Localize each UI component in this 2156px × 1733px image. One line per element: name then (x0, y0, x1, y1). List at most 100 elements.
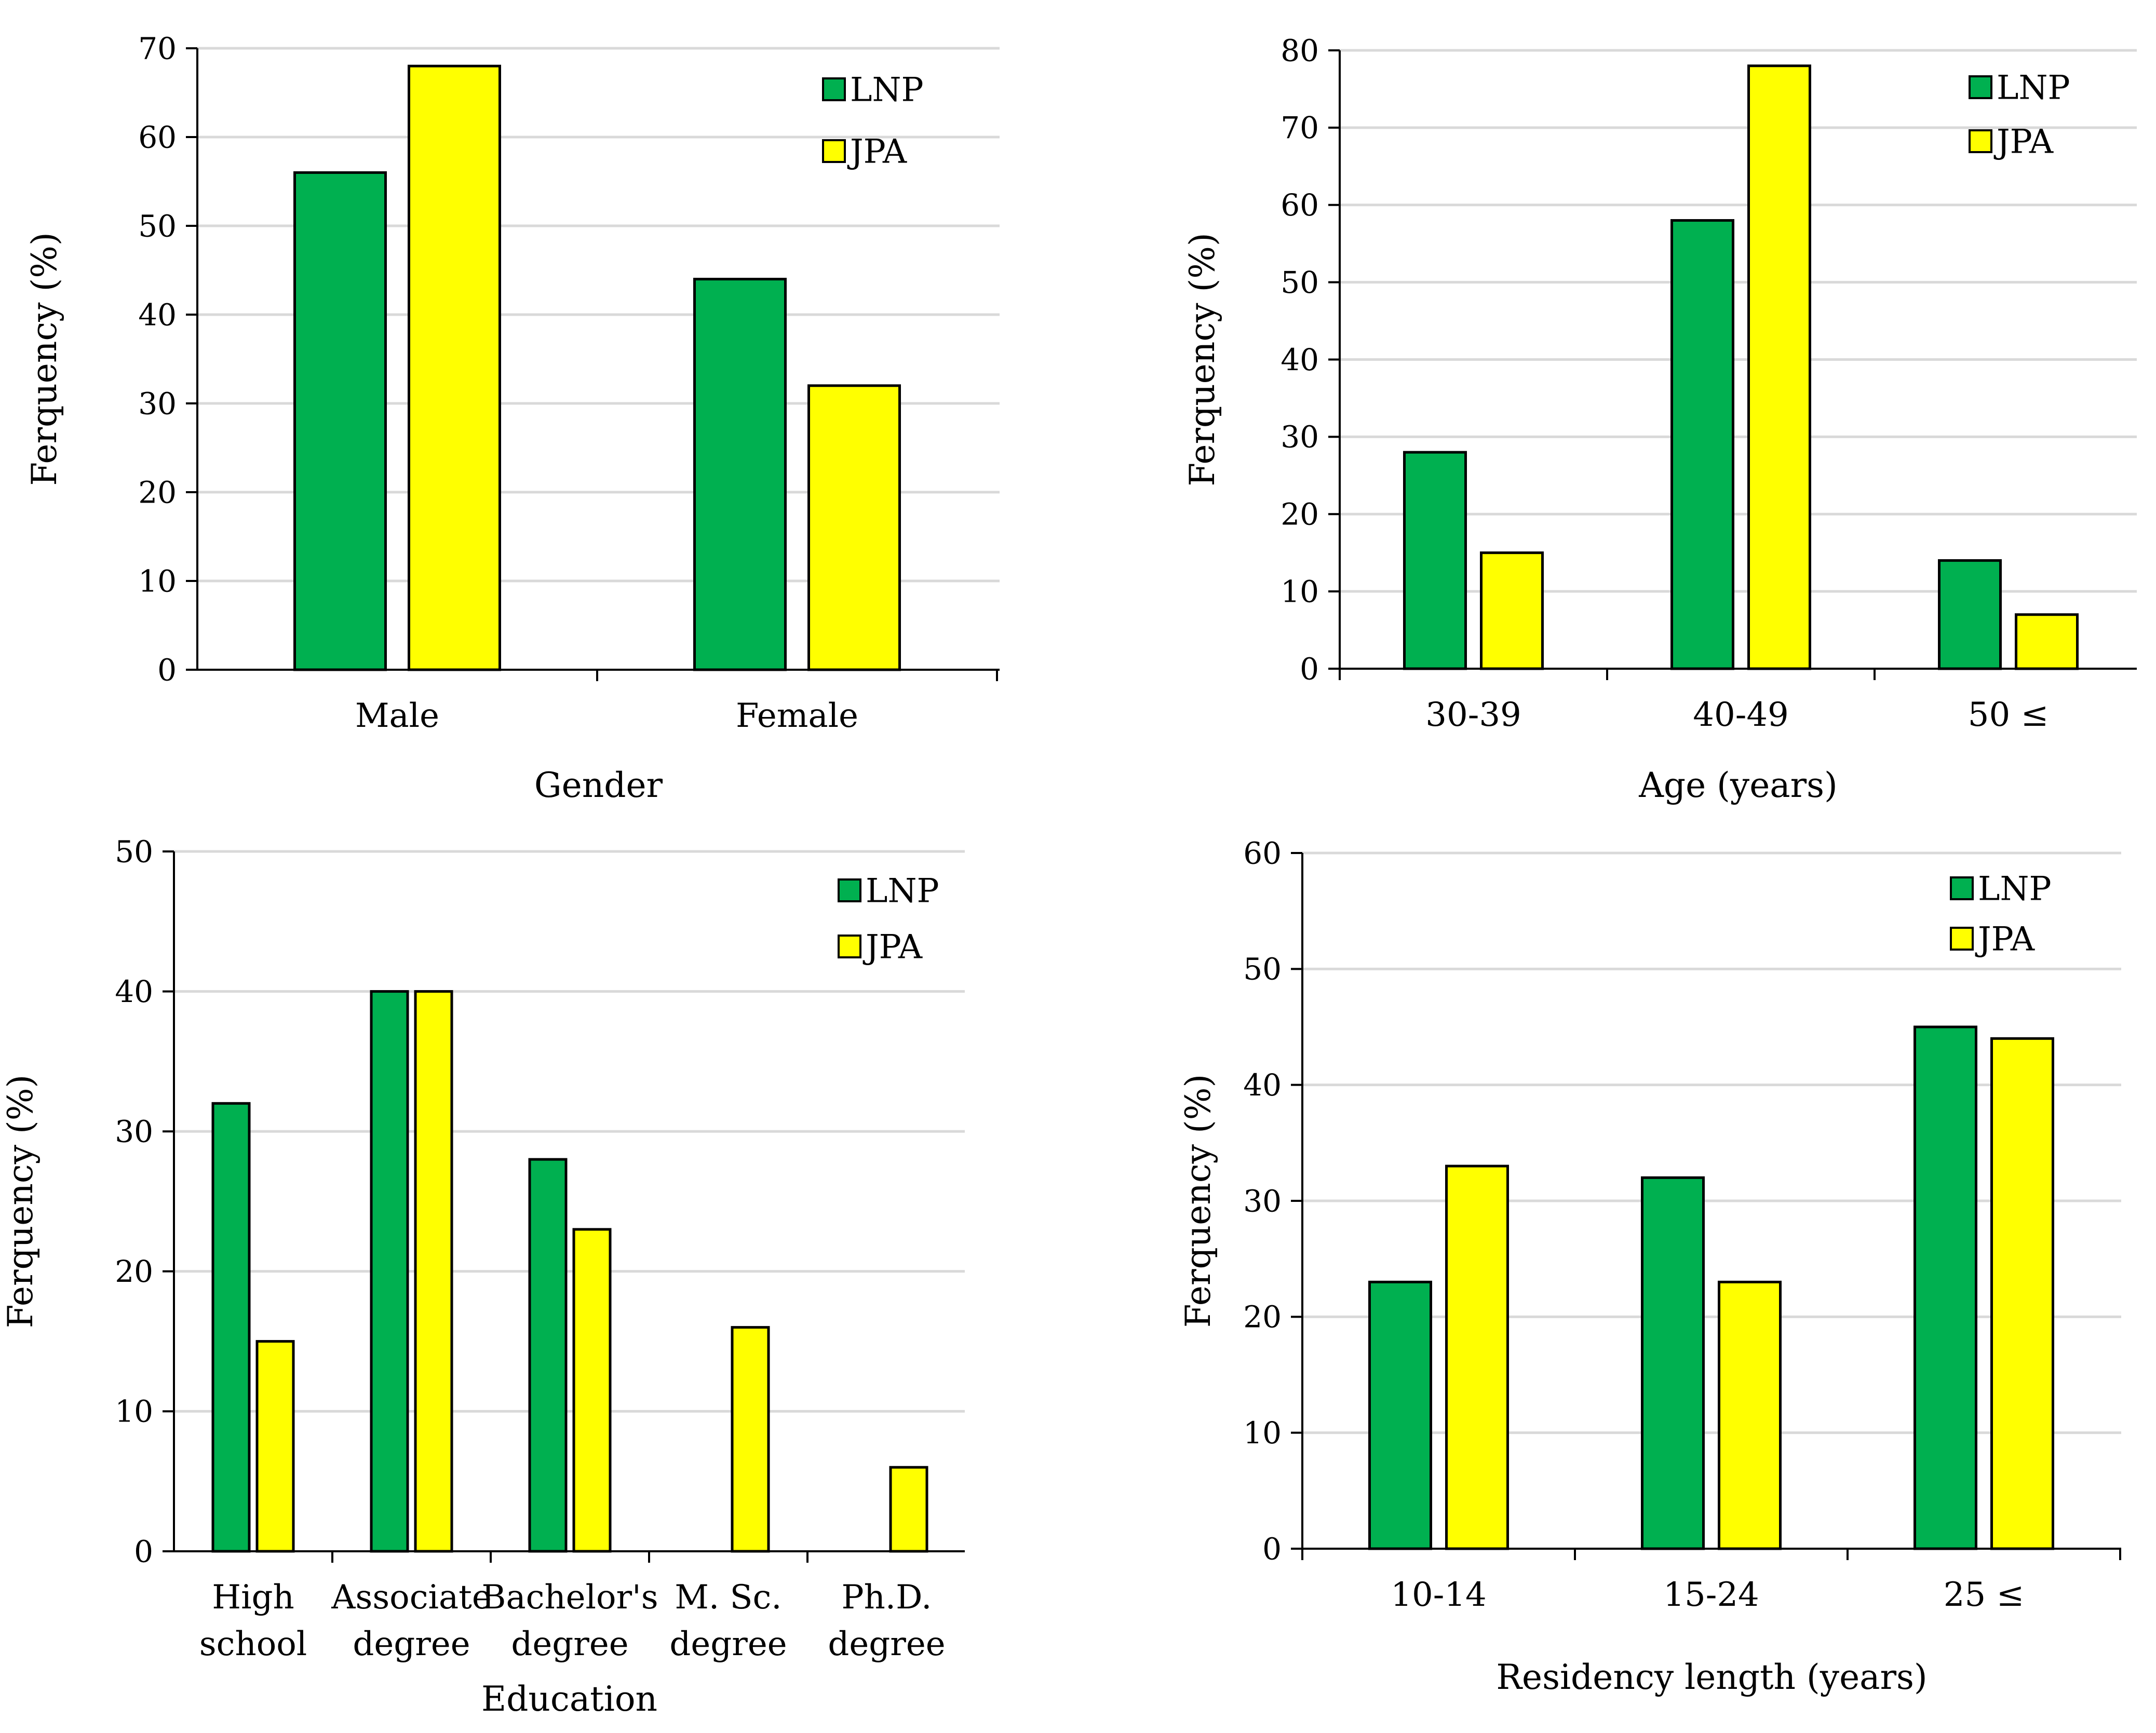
y-tick-label: 50 (1281, 265, 1319, 300)
legend-label-jpa: JPA (847, 132, 907, 171)
y-tick-label: 30 (138, 386, 177, 421)
x-tick-label: degree (828, 1625, 945, 1663)
y-tick-label: 10 (1243, 1415, 1282, 1451)
y-tick-label: 10 (115, 1394, 153, 1429)
y-axis-label: Ferquency (%) (24, 232, 64, 486)
x-tick-label: 40-49 (1693, 696, 1789, 734)
x-tick-label: degree (353, 1625, 470, 1663)
bar-jpa (255, 1340, 295, 1553)
y-tick-label: 20 (138, 475, 177, 510)
y-tick-label: 20 (1281, 497, 1319, 532)
y-tick-label: 60 (1243, 835, 1282, 871)
chart-panel-3: 0 10 20 30 40 50 High school Associate degree Bach… (1, 834, 965, 1719)
y-tick-label: 30 (1243, 1183, 1282, 1218)
y-tick-label: 30 (1281, 419, 1319, 455)
y-tick-label: 10 (138, 563, 177, 599)
legend-swatch-lnp (1950, 876, 1974, 900)
x-tick-label: degree (669, 1625, 787, 1663)
legend-label-jpa: JPA (1993, 123, 2054, 161)
x-axis-label: Gender (534, 765, 663, 805)
bar-jpa (1718, 1280, 1782, 1550)
x-axis-label: Residency length (years) (1496, 1657, 1927, 1697)
x-axis-label: Age (years) (1638, 765, 1838, 805)
legend-label-jpa: JPA (1975, 920, 2035, 958)
bar-jpa (1445, 1165, 1509, 1550)
x-tick-label: 25 ≤ (1944, 1576, 2024, 1614)
y-tick-label: 0 (157, 652, 177, 687)
bar-jpa (572, 1228, 612, 1553)
y-tick-label: 0 (1300, 651, 1319, 686)
x-tick-label: Ph.D. (842, 1578, 932, 1617)
y-tick-label: 40 (1281, 342, 1319, 377)
x-tick-label: school (199, 1625, 307, 1663)
legend-label-lnp: LNP (1978, 870, 2052, 908)
x-tick-label: Bachelor's (481, 1578, 658, 1617)
legend-label-lnp: LNP (1997, 69, 2070, 107)
bar-jpa (731, 1326, 770, 1553)
legend-swatch-lnp (1969, 75, 1992, 99)
legend-label-lnp: LNP (850, 71, 924, 109)
x-tick-label: Male (355, 697, 439, 735)
y-tick-label: 70 (138, 31, 177, 66)
bar-jpa (1480, 551, 1544, 670)
x-tick-label: 30-39 (1425, 696, 1521, 734)
y-tick-label: 20 (115, 1254, 153, 1289)
bar-lnp (1368, 1280, 1432, 1550)
bar-jpa (889, 1466, 928, 1553)
bar-jpa (1747, 64, 1811, 670)
y-tick-label: 40 (138, 297, 177, 332)
legend-swatch-lnp (838, 878, 861, 902)
y-tick-label: 30 (115, 1114, 153, 1149)
legend-swatch-jpa (1950, 927, 1974, 951)
y-tick-label: 10 (1281, 574, 1319, 609)
y-tick-label: 0 (134, 1534, 153, 1569)
y-axis-label: Ferquency (%) (1, 1075, 41, 1329)
chart-panel-1: 0 10 20 30 40 50 60 70 Male Female Gender Ferquency… (24, 31, 1000, 805)
y-tick-label: 50 (138, 208, 177, 243)
chart-panel-4: 0 10 20 30 40 50 60 10-14 15-24 25 ≤ Residency len… (1178, 835, 2121, 1697)
bar-jpa (414, 990, 453, 1553)
x-tick-label: 10-14 (1391, 1576, 1487, 1614)
bar-jpa (408, 64, 501, 671)
legend-swatch-jpa (1969, 129, 1992, 153)
legend-swatch-jpa (838, 935, 861, 958)
y-tick-label: 0 (1262, 1531, 1282, 1566)
x-tick-label: High (212, 1578, 294, 1617)
y-tick-label: 40 (115, 974, 153, 1009)
y-tick-label: 60 (138, 119, 177, 155)
x-tick-label: Associate (331, 1578, 492, 1617)
y-tick-label: 80 (1281, 33, 1319, 68)
y-tick-label: 40 (1243, 1067, 1282, 1103)
legend-swatch-jpa (822, 139, 846, 163)
legend-label-lnp: LNP (866, 872, 939, 910)
x-tick-label: M. Sc. (675, 1578, 781, 1617)
legend-swatch-lnp (822, 77, 846, 101)
x-tick-label: Female (736, 697, 858, 735)
bar-lnp (1938, 559, 2002, 670)
x-axis-label: Education (481, 1679, 657, 1719)
bar-jpa (2015, 613, 2079, 670)
chart-panel-2: 0 10 20 30 40 50 60 70 80 30-39 40-49 50 ≤ Age (year… (1182, 33, 2137, 805)
bar-lnp (211, 1102, 251, 1553)
bar-jpa (807, 384, 901, 671)
y-tick-label: 60 (1281, 187, 1319, 223)
bar-lnp (1403, 451, 1467, 670)
bar-lnp (528, 1158, 568, 1553)
y-tick-label: 50 (1243, 952, 1282, 987)
bar-lnp (293, 171, 387, 671)
bar-lnp (693, 278, 787, 671)
x-tick-label: 50 ≤ (1968, 696, 2049, 734)
bar-lnp (1914, 1025, 1977, 1550)
legend-label-jpa: JPA (863, 928, 923, 966)
y-axis-label: Ferquency (%) (1178, 1074, 1218, 1328)
y-tick-label: 70 (1281, 110, 1319, 145)
y-axis-label: Ferquency (%) (1182, 233, 1222, 486)
x-tick-label: degree (511, 1625, 628, 1663)
bar-lnp (370, 990, 409, 1553)
x-tick-label: 15-24 (1663, 1576, 1759, 1614)
bar-lnp (1641, 1176, 1705, 1550)
y-tick-label: 50 (115, 834, 153, 869)
bar-lnp (1670, 219, 1734, 670)
